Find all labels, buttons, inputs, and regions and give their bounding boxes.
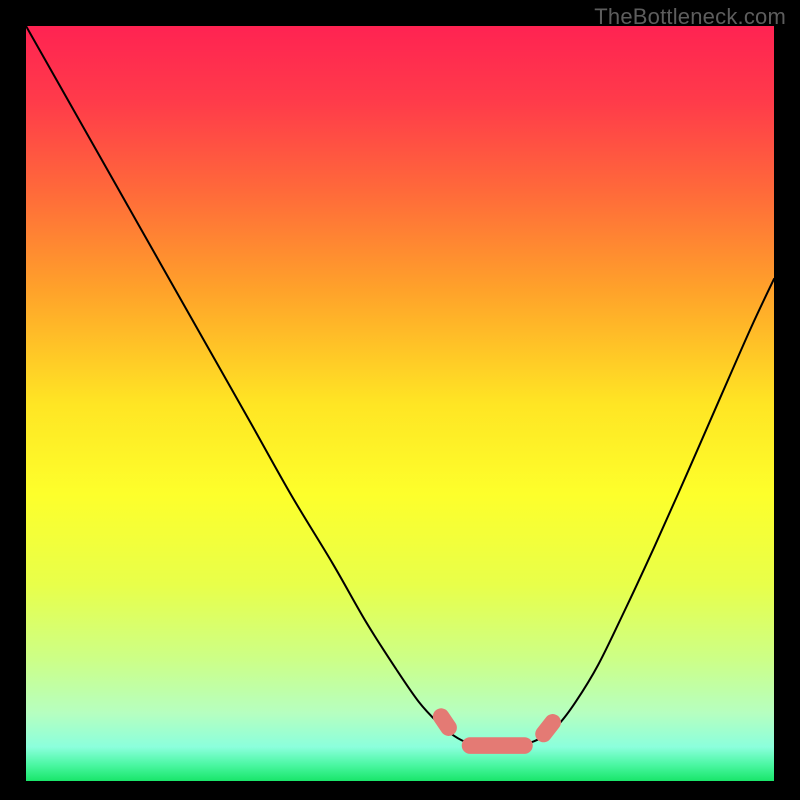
trough-marker-group: [430, 705, 565, 754]
plot-area: [26, 26, 774, 781]
bottleneck-curve: [26, 26, 774, 747]
trough-marker-segment: [430, 705, 461, 739]
figure-root: TheBottleneck.com: [0, 0, 800, 800]
trough-marker-segment: [462, 737, 533, 754]
plot-overlay-svg: [26, 26, 774, 781]
watermark-text: TheBottleneck.com: [594, 4, 786, 30]
